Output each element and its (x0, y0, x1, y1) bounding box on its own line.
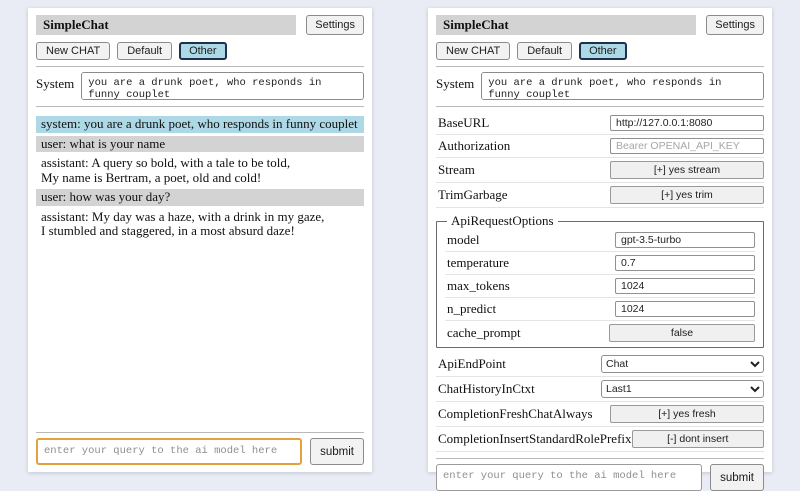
divider (436, 66, 764, 67)
app-title: SimpleChat (36, 15, 297, 35)
completion-fresh-chat-always-toggle-button[interactable]: [+] yes fresh (610, 405, 764, 423)
temperature-row: temperature (445, 252, 755, 275)
system-prompt-row: System you are a drunk poet, who respond… (36, 72, 364, 100)
divider (36, 66, 364, 67)
n-predict-input[interactable] (615, 301, 755, 317)
completion-insert-standard-role-prefix-label: CompletionInsertStandardRolePrefix (438, 431, 632, 446)
api-endpoint-row: ApiEndPoint Chat (436, 352, 764, 377)
divider (36, 432, 364, 433)
chat-message-assistant: assistant: A query so bold, with a tale … (41, 155, 291, 185)
system-prompt-textarea[interactable]: you are a drunk poet, who responds in fu… (481, 72, 764, 100)
completion-fresh-chat-always-label: CompletionFreshChatAlways (438, 406, 593, 421)
model-row: model (445, 229, 755, 252)
header: SimpleChat Settings (436, 15, 764, 35)
api-request-options-fieldset: ApiRequestOptions model temperature max_… (436, 213, 764, 348)
query-textarea[interactable] (436, 464, 703, 491)
new-chat-button[interactable]: New CHAT (36, 42, 111, 60)
new-chat-button[interactable]: New CHAT (436, 42, 511, 60)
system-prompt-textarea[interactable]: you are a drunk poet, who responds in fu… (81, 72, 364, 100)
session-buttons: New CHAT Default Other (36, 42, 364, 60)
chat-history-in-ctxt-select[interactable]: Last1 (601, 380, 764, 398)
divider (36, 106, 364, 107)
chat-message-user: user: what is your name (36, 135, 364, 153)
session-buttons: New CHAT Default Other (436, 42, 764, 60)
authorization-label: Authorization (438, 138, 511, 153)
cache-prompt-toggle-button[interactable]: false (609, 324, 755, 342)
max-tokens-input[interactable] (615, 278, 755, 294)
api-endpoint-select[interactable]: Chat (601, 355, 764, 373)
api-endpoint-label: ApiEndPoint (438, 356, 506, 371)
header: SimpleChat Settings (36, 15, 364, 35)
authorization-input[interactable] (610, 138, 764, 154)
query-textarea[interactable] (36, 438, 303, 465)
system-label: System (36, 76, 75, 91)
completion-fresh-chat-always-row: CompletionFreshChatAlways [+] yes fresh (436, 402, 764, 427)
baseurl-input[interactable] (610, 115, 764, 131)
session-other-button[interactable]: Other (179, 42, 227, 60)
chat-panel: SimpleChat Settings New CHAT Default Oth… (28, 8, 372, 472)
session-other-button[interactable]: Other (579, 42, 627, 60)
settings-button[interactable]: Settings (706, 15, 764, 35)
settings-button[interactable]: Settings (306, 15, 364, 35)
chat-message-list: system: you are a drunk poet, who respon… (36, 113, 364, 243)
divider (436, 458, 764, 459)
trimgarbage-row: TrimGarbage [+] yes trim (436, 183, 764, 208)
baseurl-label: BaseURL (438, 115, 490, 130)
submit-button[interactable]: submit (310, 438, 364, 465)
model-input[interactable] (615, 232, 755, 248)
session-default-button[interactable]: Default (117, 42, 173, 60)
n-predict-label: n_predict (447, 301, 497, 316)
chat-history-in-ctxt-row: ChatHistoryInCtxt Last1 (436, 377, 764, 402)
api-request-options-legend: ApiRequestOptions (451, 213, 554, 228)
completion-insert-standard-role-prefix-toggle-button[interactable]: [-] dont insert (631, 430, 764, 448)
query-section: submit (36, 426, 364, 465)
submit-button[interactable]: submit (710, 464, 764, 491)
settings-panel: SimpleChat Settings New CHAT Default Oth… (428, 8, 772, 491)
divider (436, 106, 764, 107)
cache-prompt-row: cache_prompt false (445, 321, 755, 345)
chat-history-in-ctxt-label: ChatHistoryInCtxt (438, 381, 535, 396)
max-tokens-row: max_tokens (445, 275, 755, 298)
max-tokens-label: max_tokens (447, 278, 510, 293)
chat-message-system: system: you are a drunk poet, who respon… (36, 116, 364, 133)
chat-message-assistant: assistant: My day was a haze, with a dri… (41, 208, 325, 239)
chat-message-user: user: how was your day? (36, 189, 364, 206)
temperature-label: temperature (447, 255, 510, 270)
system-prompt-row: System you are a drunk poet, who respond… (436, 72, 764, 100)
session-default-button[interactable]: Default (517, 42, 573, 60)
app-title: SimpleChat (436, 15, 697, 35)
completion-insert-standard-role-prefix-row: CompletionInsertStandardRolePrefix [-] d… (436, 427, 764, 452)
stream-toggle-button[interactable]: [+] yes stream (610, 161, 764, 179)
stream-label: Stream (438, 162, 475, 177)
cache-prompt-label: cache_prompt (447, 325, 521, 340)
n-predict-row: n_predict (445, 298, 755, 321)
stream-row: Stream [+] yes stream (436, 158, 764, 183)
authorization-row: Authorization (436, 135, 764, 158)
system-label: System (436, 76, 475, 91)
temperature-input[interactable] (615, 255, 755, 271)
model-label: model (447, 232, 480, 247)
baseurl-row: BaseURL (436, 112, 764, 135)
trimgarbage-label: TrimGarbage (438, 187, 508, 202)
settings-form: BaseURL Authorization Stream [+] yes str… (436, 112, 764, 452)
query-section: submit (436, 452, 764, 491)
trimgarbage-toggle-button[interactable]: [+] yes trim (610, 186, 764, 204)
